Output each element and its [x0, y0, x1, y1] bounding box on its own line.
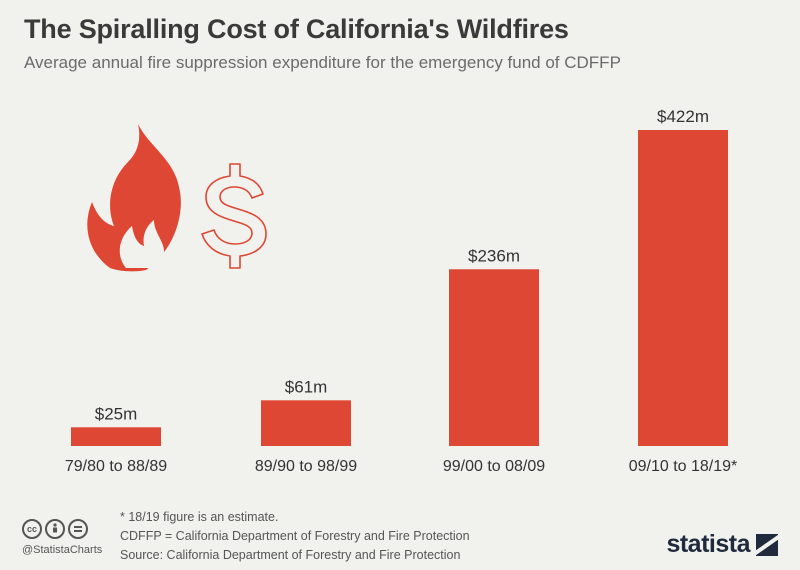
chart-title: The Spiralling Cost of California's Wild… [24, 14, 569, 44]
bar-4 [638, 130, 728, 446]
license-block: cc @StatistaCharts [22, 519, 102, 556]
attribution-icon[interactable] [45, 519, 65, 539]
cc-icon[interactable]: cc [22, 519, 42, 539]
bar-3 [449, 269, 539, 446]
bar-chart: $25m $61m $236m $422m 79/80 to 88/89 89/90 t… [65, 107, 737, 475]
value-label-4: $422m [657, 107, 709, 126]
value-label-3: $236m [468, 246, 520, 265]
source-note: Source: California Department of Forestr… [120, 548, 461, 562]
category-label-4: 09/10 to 18/19* [629, 458, 738, 475]
category-label-2: 89/90 to 98/99 [255, 458, 357, 475]
no-derivatives-icon[interactable] [68, 519, 88, 539]
category-label-1: 79/80 to 88/89 [65, 458, 167, 475]
value-labels: $25m $61m $236m $422m [95, 107, 709, 423]
bar-2 [261, 400, 351, 446]
brand-mark-icon [756, 533, 778, 556]
bars [71, 130, 728, 446]
fire-icon [87, 124, 181, 272]
estimate-note: * 18/19 figure is an estimate. [120, 510, 279, 524]
bar-1 [71, 427, 161, 446]
social-handle[interactable]: @StatistaCharts [22, 544, 103, 556]
value-label-2: $61m [285, 377, 328, 396]
category-label-3: 99/00 to 08/09 [443, 458, 545, 475]
footer-notes: * 18/19 figure is an estimate. CDFFP = C… [120, 508, 470, 565]
chart-subtitle: Average annual fire suppression expendit… [24, 53, 621, 72]
brand-logo[interactable]: statista [666, 530, 778, 559]
dollar-icon [201, 163, 267, 269]
value-label-1: $25m [95, 404, 138, 423]
brand-name: statista [666, 530, 750, 558]
abbreviation-note: CDFFP = California Department of Forestr… [120, 529, 470, 543]
fire-dollar-illustration [80, 120, 280, 285]
category-labels: 79/80 to 88/89 89/90 to 98/99 99/00 to 08/… [65, 458, 737, 475]
